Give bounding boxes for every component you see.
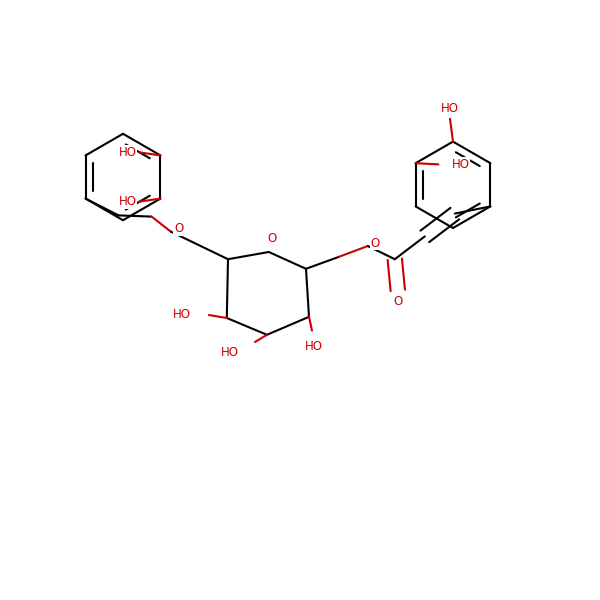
Text: HO: HO [441, 101, 459, 115]
Text: HO: HO [452, 158, 470, 171]
Text: O: O [370, 236, 380, 250]
Text: HO: HO [305, 340, 323, 353]
Text: O: O [267, 232, 277, 245]
Text: HO: HO [118, 146, 136, 159]
Text: HO: HO [173, 308, 191, 322]
Text: O: O [393, 295, 403, 308]
Text: O: O [174, 222, 183, 235]
Text: HO: HO [118, 195, 136, 208]
Text: HO: HO [221, 346, 239, 359]
